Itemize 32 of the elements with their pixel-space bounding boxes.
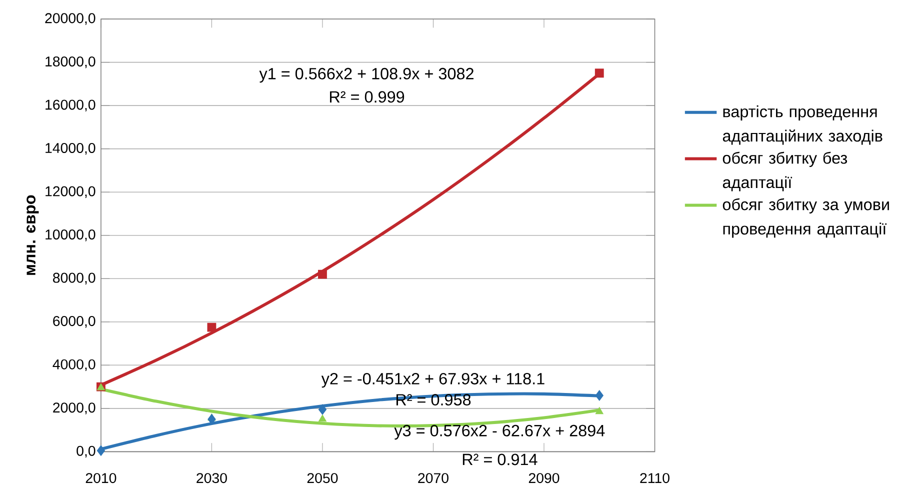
x-tick-label: 2030 [196, 473, 227, 484]
x-tick-label: 2050 [307, 473, 338, 484]
text: R² = 0.914 [462, 454, 538, 466]
point [594, 68, 604, 78]
point [318, 404, 327, 415]
y-tick-label: 10000,0 [46, 230, 96, 242]
y-tick-label: 0,0 [76, 446, 96, 458]
y-tick-label: 20000,0 [45, 13, 96, 25]
legend-label: обсяг збитку за умови проведення адаптації [722, 198, 889, 238]
y-tick-label: 18000,0 [46, 56, 96, 68]
y-tick-label: 14000,0 [46, 143, 96, 155]
x-tick-label: 2110 [640, 473, 670, 484]
y-tick-label: 6000,0 [53, 316, 96, 328]
point [595, 390, 604, 401]
point [207, 322, 216, 332]
y-tick-label: 8000,0 [53, 272, 96, 284]
annotation: R² = 0.999 [330, 91, 404, 103]
x-tick-label: 2010 [86, 473, 116, 484]
point [595, 407, 604, 414]
y-axis-title: млн. євро [26, 195, 39, 275]
point [318, 270, 327, 279]
point [96, 445, 106, 456]
y-tick-label: 16000,0 [46, 100, 96, 112]
annotation: y3 = 0.576x2 - 62.67x + 2894 [394, 424, 605, 440]
annotation: y1 = 0.566x2 + 108.9x + 3082 [259, 68, 474, 83]
y-tick-label: 12000,0 [46, 186, 96, 198]
y-tick-label: 4000,0 [52, 359, 96, 372]
y-tick-label: 2000,0 [53, 402, 96, 414]
point [318, 414, 326, 422]
x-tick-label: 2090 [528, 473, 560, 484]
annotation: y2 = -0.451x2 + 67.93x + 118.1 [321, 372, 544, 388]
x-tick-label: 2070 [418, 473, 448, 484]
